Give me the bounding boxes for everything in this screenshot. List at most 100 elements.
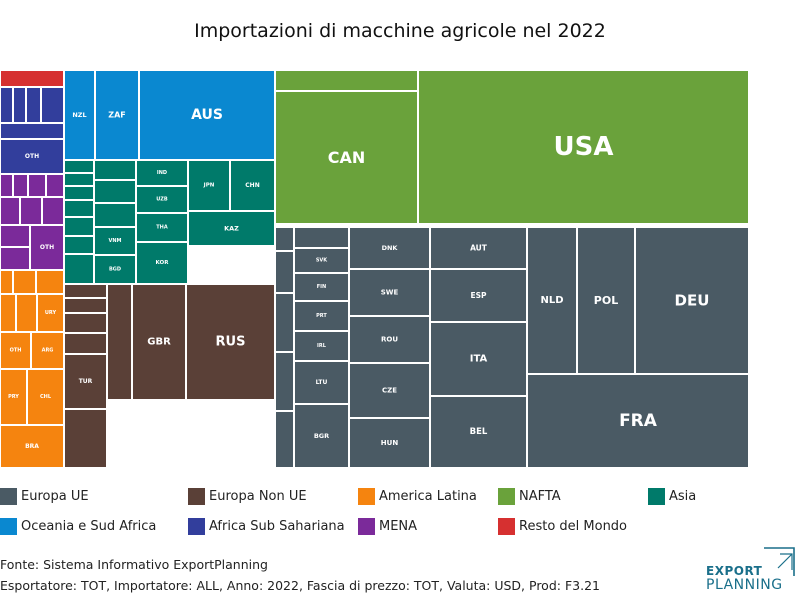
- legend-item-europa-non-ue: Europa Non UE: [188, 488, 307, 505]
- treemap-tile: [29, 175, 45, 196]
- legend: Europa UE Europa Non UE America Latina NAFT…: [0, 488, 800, 548]
- legend-swatch: [498, 488, 515, 505]
- legend-item-europa-ue: Europa UE: [0, 488, 89, 505]
- tile-label-cze: CZE: [382, 387, 397, 395]
- treemap-tile-pol: [578, 228, 634, 373]
- treemap-tile-oth: [31, 226, 63, 269]
- legend-label: Resto del Mondo: [519, 519, 628, 534]
- treemap-tile: [27, 88, 40, 122]
- treemap-tile-svk: [295, 249, 348, 272]
- tile-label-bgd: BGD: [109, 267, 121, 273]
- legend-swatch: [648, 488, 665, 505]
- treemap-tile: [95, 181, 135, 202]
- treemap-tile: [1, 295, 15, 331]
- treemap-tile: [276, 252, 293, 292]
- legend-label: Africa Sub Sahariana: [209, 519, 345, 534]
- legend-item-oceania-e-sud-africa: Oceania e Sud Africa: [0, 518, 156, 535]
- treemap-tile-hun: [350, 419, 429, 467]
- tile-label-bgr: BGR: [314, 432, 329, 440]
- treemap-tile-jpn: [189, 161, 229, 210]
- treemap-tile-arg: [32, 333, 63, 368]
- treemap-tile-oth: [1, 333, 30, 368]
- tile-label-tha: THA: [156, 225, 168, 231]
- treemap-tile-bgr: [295, 405, 348, 467]
- treemap-tile-nzl: [65, 71, 94, 159]
- legend-swatch: [188, 518, 205, 535]
- logo-text-planning: PLANNING: [706, 577, 783, 593]
- legend-label: Oceania e Sud Africa: [21, 519, 157, 534]
- tile-label-uzb: UZB: [156, 197, 168, 203]
- treemap-tile: [276, 353, 293, 410]
- tile-label-oth: OTH: [10, 348, 22, 354]
- treemap-tile: [1, 88, 12, 122]
- treemap-tile: [65, 174, 93, 185]
- legend-label: NAFTA: [519, 489, 561, 504]
- tile-label-prt: PRT: [316, 313, 327, 319]
- tile-label-aut: AUT: [470, 244, 488, 253]
- treemap-tile-rus: [187, 285, 274, 399]
- treemap-tile-zaf: [96, 71, 138, 159]
- treemap-tile: [37, 271, 63, 293]
- legend-item-asia: Asia: [648, 488, 696, 505]
- treemap-tile: [276, 412, 293, 467]
- treemap-tile-aus: [140, 71, 274, 159]
- parameters-note: Esportatore: TOT, Importatore: ALL, Anno…: [0, 578, 600, 593]
- treemap-tile-ind: [137, 161, 187, 185]
- treemap-tile: [14, 271, 35, 293]
- tile-label-tur: TUR: [79, 378, 93, 385]
- treemap-tile: [65, 218, 93, 235]
- treemap-tile-chl: [28, 370, 63, 424]
- treemap-tile-rou: [350, 317, 429, 362]
- tile-label-jpn: JPN: [203, 183, 215, 189]
- treemap-tile-swe: [350, 270, 429, 315]
- legend-swatch: [358, 518, 375, 535]
- logo-text-export: EXPORT: [706, 564, 763, 578]
- treemap-group-europa-ue: SVK FIN PRT IRL LTU BGR DNK SWE ROU CZE HUN AUT ESP I…: [276, 228, 748, 467]
- legend-label: MENA: [379, 519, 418, 534]
- treemap-group-resto-del-mondo: [1, 71, 63, 86]
- source-note: Fonte: Sistema Informativo ExportPlannin…: [0, 557, 268, 572]
- tile-label-bel: BEL: [470, 427, 488, 437]
- treemap-tile-phl: [65, 237, 93, 253]
- treemap-tile: [1, 175, 12, 196]
- treemap-tile: [14, 88, 25, 122]
- treemap-tile: [1, 226, 29, 246]
- treemap-group-oceania-e-sud-africa: NZL ZAF AUS: [65, 71, 274, 159]
- treemap-tile-fin: [295, 274, 348, 300]
- treemap-tile-bgd: [95, 256, 135, 283]
- treemap-tile: [65, 299, 106, 312]
- legend-item-resto-del-mondo: Resto del Mondo: [498, 518, 627, 535]
- treemap-tile-cze: [350, 364, 429, 417]
- treemap-tile-ltu: [295, 362, 348, 403]
- tile-label-vnm: VNM: [108, 238, 121, 244]
- legend-item-america-latina: America Latina: [358, 488, 477, 505]
- tile-label-ury: URY: [45, 310, 57, 316]
- treemap-tile-ury: [38, 295, 63, 331]
- treemap-group-mena: OTH: [1, 175, 63, 269]
- treemap-tile-can: [276, 92, 417, 223]
- treemap-tile: [65, 285, 106, 297]
- tile-label-ltu: LTU: [316, 379, 328, 386]
- legend-item-africa-sub-sahariana: Africa Sub Sahariana: [188, 518, 345, 535]
- legend-item-nafta: NAFTA: [498, 488, 561, 505]
- tile-label-nzl: NZL: [72, 111, 86, 119]
- chart-title: Importazioni di macchine agricole nel 20…: [194, 20, 606, 42]
- tile-label-ind: IND: [157, 170, 167, 176]
- treemap-tile: [65, 255, 93, 283]
- treemap-tile: [276, 294, 293, 351]
- tile-label-gbr: GBR: [147, 337, 171, 348]
- tile-label-pry: PRY: [8, 394, 19, 400]
- tile-label-kor: KOR: [156, 260, 170, 266]
- tile-label-swe: SWE: [381, 289, 399, 297]
- legend-swatch: [0, 518, 17, 535]
- treemap-tile: [65, 410, 106, 467]
- exportplanning-logo: EXPORT PLANNING: [704, 546, 796, 594]
- treemap-tile: [21, 198, 41, 224]
- tile-label-esp: ESP: [470, 291, 487, 300]
- tile-label-deu: DEU: [675, 292, 710, 310]
- treemap-tile: [17, 295, 36, 331]
- tile-label-chl: CHL: [40, 394, 52, 400]
- treemap-tile: [295, 228, 348, 247]
- treemap-tile: [1, 271, 12, 293]
- tile-label-aus: AUS: [191, 107, 223, 123]
